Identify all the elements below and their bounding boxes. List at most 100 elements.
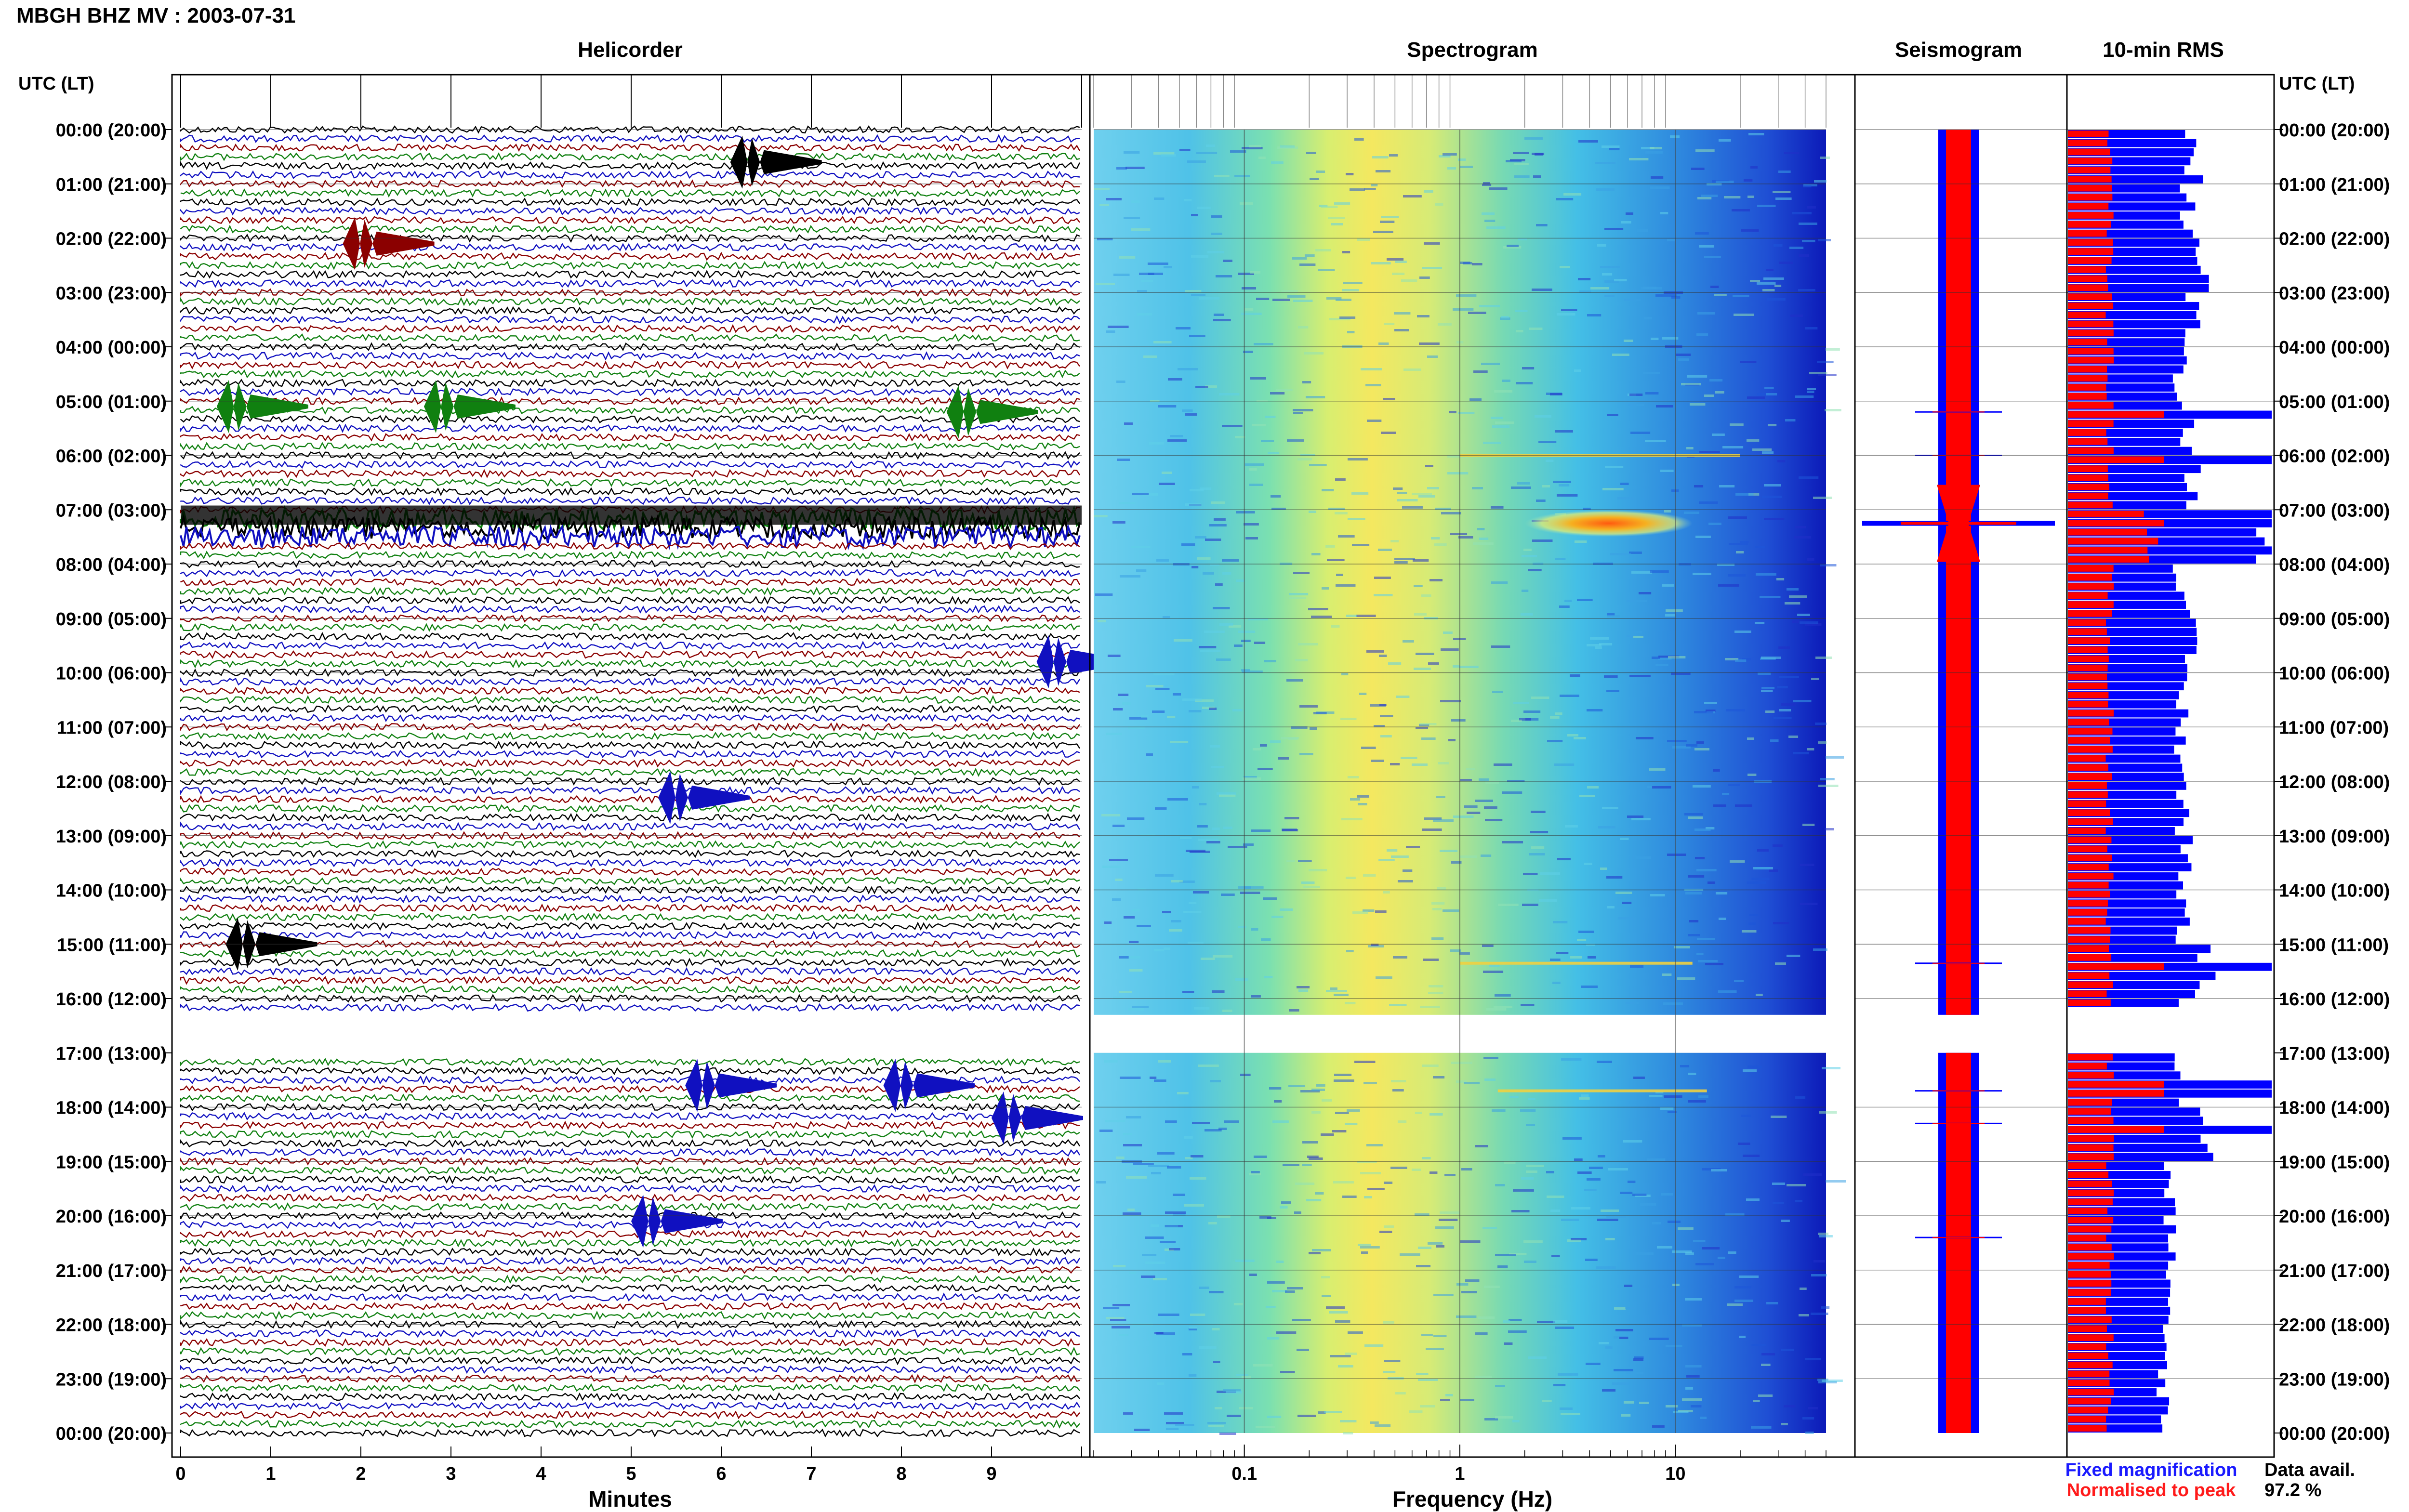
spectrogram-speckle <box>1113 1265 1126 1267</box>
spectrogram-speckle <box>1607 414 1618 416</box>
spectrogram-speckle <box>1826 756 1844 759</box>
spectrogram-speckle <box>1348 1331 1363 1334</box>
helicorder-trace <box>180 1428 1080 1438</box>
spectrogram-speckle <box>1278 757 1289 760</box>
spectrogram-speckle <box>1690 403 1706 406</box>
spectrogram-speckle <box>1390 540 1399 542</box>
spectrogram-speckle <box>1779 709 1791 711</box>
spectrogram-speckle <box>1108 655 1121 657</box>
helicorder-trace <box>180 1275 1080 1284</box>
spectrogram-speckle <box>1359 693 1367 695</box>
spectrogram-speckle <box>1318 269 1335 271</box>
spectrogram-speckle <box>1665 614 1675 617</box>
rms-normalised-bar <box>2068 501 2113 509</box>
helicorder-trace <box>180 369 1080 379</box>
spectrogram-speckle <box>1667 740 1687 742</box>
spectrogram-speckle <box>1348 518 1365 520</box>
rms-normalised-bar <box>2068 954 2112 961</box>
spectrogram-speckle <box>1571 1207 1591 1210</box>
spectrogram-speckle <box>1335 478 1346 481</box>
spectrogram-speckle <box>1491 645 1510 648</box>
spectrogram-speckle <box>1311 1089 1325 1091</box>
spectrogram-speckle <box>1176 327 1191 329</box>
spectrogram-speckle <box>1195 386 1208 388</box>
helicorder-trace <box>180 387 1080 397</box>
spectrogram-speckle <box>1575 540 1587 543</box>
spectrogram-speckle <box>1792 620 1799 623</box>
spectrogram-speckle <box>1151 1224 1159 1227</box>
rms-normalised-bar <box>2068 492 2108 500</box>
minutes-tick-label: 6 <box>716 1464 726 1484</box>
spectrogram-speckle <box>1194 1007 1210 1010</box>
spectrogram-speckle <box>1709 379 1723 381</box>
spectrogram-speckle <box>1451 1062 1472 1064</box>
spectrogram-speckle <box>1650 570 1669 573</box>
helicorder-trace <box>180 242 1081 252</box>
spectrogram-speckle <box>1606 876 1623 879</box>
spectrogram-speckle <box>1219 623 1233 626</box>
spectrogram-speckle <box>1743 1155 1760 1157</box>
spectrogram-speckle <box>1440 1211 1460 1214</box>
spectrogram-speckle <box>1773 922 1789 924</box>
spectrogram-speckle <box>1468 312 1486 314</box>
spectrogram-speckle <box>1241 640 1251 642</box>
spectrogram-speckle <box>1746 1198 1760 1201</box>
helicorder-trace <box>180 1346 1080 1356</box>
spectrogram-speckle <box>1295 659 1308 661</box>
spectrogram-speckle <box>1617 497 1637 500</box>
spectrogram-speckle <box>1143 493 1158 496</box>
spectrogram-speckle <box>1779 262 1793 264</box>
spectrogram-speckle <box>1779 676 1799 678</box>
spectrogram-speckle <box>1807 388 1816 390</box>
spectrogram-speckle <box>1394 558 1415 560</box>
rms-normalised-bar <box>2068 1117 2114 1124</box>
spectrogram-speckle <box>1419 723 1437 725</box>
spectrogram-speckle <box>1234 1303 1243 1305</box>
spectrogram-speckle <box>1334 1074 1352 1076</box>
spectrogram-speckle <box>1334 994 1349 996</box>
spectrogram-speckle <box>1287 295 1306 298</box>
spectrogram-speckle <box>1689 920 1699 922</box>
spectrogram-speckle <box>1128 726 1145 729</box>
spectrogram-speckle <box>1511 486 1531 489</box>
spectrogram-speckle <box>1815 657 1832 659</box>
spectrogram-speckle <box>1667 239 1675 241</box>
spectrogram-speckle <box>1102 866 1121 868</box>
helicorder-trace <box>180 1292 1080 1302</box>
spectrogram-speckle <box>1251 829 1271 832</box>
spectrogram-speckle <box>1346 877 1356 879</box>
spectrogram-speckle <box>1248 618 1269 620</box>
rms-normalised-bar <box>2068 1053 2113 1061</box>
spectrogram-speckle <box>1502 841 1523 843</box>
spectrogram-speckle <box>1522 904 1538 906</box>
spectrogram-speckle <box>1305 254 1315 257</box>
spectrogram-speckle <box>1166 1422 1184 1424</box>
spectrogram-speckle <box>1104 1060 1118 1063</box>
rms-normalised-bar <box>2068 909 2107 916</box>
spectrogram-speckle <box>1459 952 1470 955</box>
rms-normalised-bar <box>2068 131 2109 137</box>
rms-normalised-bar <box>2068 673 2107 681</box>
helicorder-trace <box>180 804 1080 814</box>
spectrogram-speckle <box>1696 333 1708 336</box>
spectrogram-speckle <box>1098 620 1107 622</box>
spectrogram-speckle <box>1219 794 1236 797</box>
spectrogram-speckle <box>1146 685 1164 687</box>
spectrogram-speckle <box>1655 664 1668 666</box>
frequency-tick-label: 0.1 <box>1231 1464 1257 1484</box>
spectrogram-speckle <box>1343 282 1363 284</box>
spectrogram-speckle <box>1530 831 1549 833</box>
spectrogram-speckle <box>1636 737 1654 739</box>
spectrogram-speckle <box>1475 1332 1488 1335</box>
spectrogram-speckle <box>1517 482 1530 485</box>
helicorder-trace <box>180 831 1080 841</box>
spectrogram-speckle <box>1671 672 1691 675</box>
spectrogram-speckle <box>1697 312 1715 315</box>
spectrogram-speckle <box>1427 355 1438 358</box>
spectrogram-speckle <box>1766 393 1777 395</box>
spectrogram-speckle <box>1710 286 1719 288</box>
spectrogram-speckle <box>1704 394 1714 397</box>
spectrogram-speckle <box>1512 1420 1520 1422</box>
spectrogram-speckle <box>1595 162 1616 164</box>
spectrogram-speckle <box>1390 1167 1407 1169</box>
